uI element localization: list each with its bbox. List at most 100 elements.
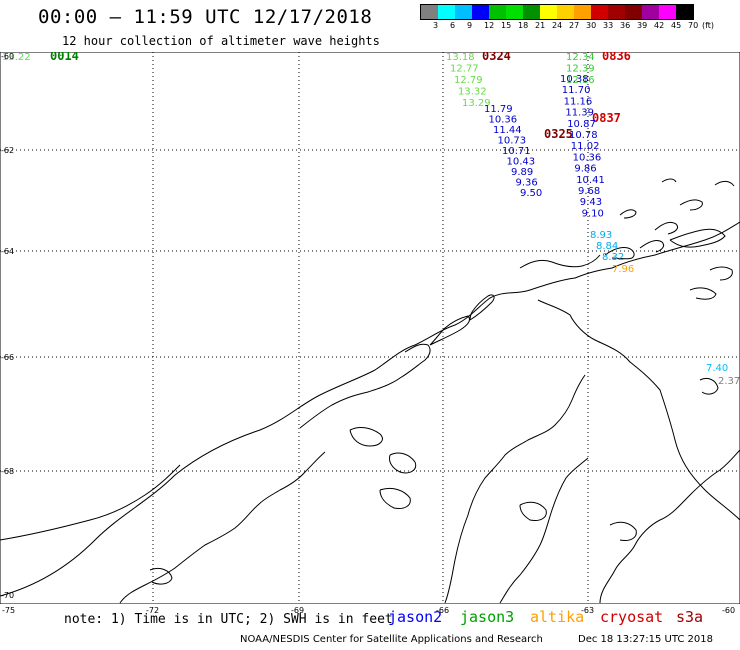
wave-height-label: 10.71 bbox=[502, 146, 531, 157]
wave-height-label: 9.86 bbox=[574, 164, 596, 175]
legend-cryosat: cryosat bbox=[600, 608, 664, 626]
legend-s3a: s3a bbox=[676, 608, 704, 626]
left-edge-track-time: 0014 bbox=[50, 52, 79, 63]
wave-height-label: 9.89 bbox=[511, 167, 533, 178]
lon-label-60: -60 bbox=[722, 606, 736, 615]
wave-height-label: 9.36 bbox=[516, 178, 538, 189]
wave-height-label: 8.32 bbox=[602, 252, 624, 263]
color-swatch bbox=[642, 5, 659, 19]
color-swatch bbox=[438, 5, 455, 19]
lat-label-66: -66 bbox=[1, 353, 15, 362]
south-shetland-2 bbox=[604, 247, 635, 260]
wave-height-label: 9.43 bbox=[580, 197, 602, 208]
lon-label-75: -75 bbox=[2, 606, 16, 615]
coastlines bbox=[0, 178, 740, 604]
alexander-island bbox=[119, 451, 326, 604]
wave-height-label: 10.41 bbox=[576, 175, 605, 186]
legend-jason3: jason3 bbox=[460, 608, 515, 626]
color-scale-tick: 45 bbox=[671, 21, 682, 30]
wave-height-label: 12.39 bbox=[566, 64, 595, 75]
larsen-coast bbox=[599, 449, 740, 604]
lon-label-63: -63 bbox=[581, 606, 595, 615]
track-time-0837: 0837 bbox=[592, 111, 621, 125]
color-swatch bbox=[455, 5, 472, 19]
joinville-island bbox=[669, 228, 726, 248]
color-scale-tick: 42 bbox=[654, 21, 665, 30]
island-east-5 bbox=[689, 287, 717, 300]
color-scale-tick: 3 bbox=[433, 21, 439, 30]
color-scale-tick: 12 bbox=[484, 21, 495, 30]
track-time-0324: 0324 bbox=[482, 52, 511, 63]
ice-shelf-3 bbox=[379, 487, 411, 509]
color-scale-tick: 27 bbox=[569, 21, 580, 30]
footer-note: note: 1) Time is in UTC; 2) SWH is in fe… bbox=[64, 612, 393, 627]
island-east-1 bbox=[654, 221, 679, 235]
color-scale-tick: 39 bbox=[637, 21, 648, 30]
south-shetland-3 bbox=[639, 239, 665, 253]
lon-label-72: -72 bbox=[146, 606, 160, 615]
color-swatch bbox=[506, 5, 523, 19]
inner-coast-a bbox=[444, 374, 586, 604]
color-scale-tick: 9 bbox=[467, 21, 473, 30]
color-scale-tick: 70 bbox=[688, 21, 699, 30]
wave-height-label: 11.79 bbox=[484, 104, 513, 115]
anvers-island bbox=[429, 315, 471, 346]
wave-height-tracks: 0324 0836 0837 0325 13.22 0014 7.40 2.37 bbox=[2, 52, 740, 387]
wave-height-label: 10.78 bbox=[569, 130, 598, 141]
color-swatch bbox=[659, 5, 676, 19]
inner-coast-b bbox=[499, 457, 589, 604]
wave-height-label: 12.79 bbox=[454, 75, 483, 86]
wave-height-label: 12.16 bbox=[566, 75, 595, 86]
legend-jason2: jason2 bbox=[388, 608, 443, 626]
wave-height-label: 12.77 bbox=[450, 64, 479, 75]
color-swatch bbox=[489, 5, 506, 19]
color-scale-tick: 15 bbox=[501, 21, 512, 30]
wave-height-label: 12.34 bbox=[566, 52, 595, 63]
ice-shelf-6 bbox=[609, 521, 637, 541]
island-east-3 bbox=[619, 209, 637, 219]
wave-height-label: 9.50 bbox=[520, 188, 542, 199]
left-edge-wave-value: 13.22 bbox=[2, 52, 31, 63]
wave-height-label: 9.68 bbox=[578, 186, 600, 197]
ice-shelf-5 bbox=[519, 501, 547, 521]
island-east-4 bbox=[709, 266, 733, 281]
wave-height-label: 8.93 bbox=[590, 230, 612, 241]
ice-shelf-1 bbox=[349, 426, 383, 447]
lat-label-62: -62 bbox=[1, 146, 15, 155]
color-swatch bbox=[540, 5, 557, 19]
color-scale-tick: 18 bbox=[518, 21, 529, 30]
color-swatch bbox=[676, 5, 693, 19]
lat-label-60: -60 bbox=[1, 52, 15, 61]
lat-label-68: -68 bbox=[1, 467, 15, 476]
wave-height-label: 13.18 bbox=[446, 52, 475, 63]
color-scale-tick: 21 bbox=[535, 21, 546, 30]
color-scale-tick: 6 bbox=[450, 21, 456, 30]
color-swatch bbox=[557, 5, 574, 19]
color-scale-tick: 30 bbox=[586, 21, 597, 30]
peninsula-west-coast bbox=[0, 221, 740, 597]
ice-shelf-7 bbox=[699, 377, 719, 395]
legend-altika: altika bbox=[530, 608, 585, 626]
lon-label-66: -66 bbox=[436, 606, 450, 615]
south-shetland-1 bbox=[519, 254, 601, 269]
right-edge-wave-value-2: 2.37 bbox=[718, 376, 740, 387]
wave-height-label: 11.16 bbox=[564, 96, 593, 107]
lat-label-64: -64 bbox=[1, 247, 15, 256]
charcot-coast bbox=[0, 464, 181, 541]
right-edge-wave-value-1: 7.40 bbox=[706, 363, 728, 374]
island-east-6 bbox=[661, 178, 677, 183]
color-scale: 3 6 9 12 15 18 21 24 27 30 33 36 39 42 45 70 (ft) bbox=[420, 4, 714, 32]
color-swatch bbox=[625, 5, 642, 19]
color-swatch bbox=[591, 5, 608, 19]
adelaide-island bbox=[299, 343, 431, 429]
wave-height-label: 13.29 bbox=[462, 98, 491, 109]
track-time-0325: 0325 bbox=[544, 127, 573, 141]
lon-label-69: -69 bbox=[291, 606, 305, 615]
map-frame bbox=[0, 52, 740, 604]
graticule bbox=[0, 52, 740, 604]
brabant-island bbox=[469, 294, 495, 321]
wave-height-label: 11.44 bbox=[493, 125, 522, 136]
color-scale-unit: (ft) bbox=[702, 21, 715, 30]
color-swatch bbox=[574, 5, 591, 19]
wave-height-label: 11.70 bbox=[562, 85, 591, 96]
